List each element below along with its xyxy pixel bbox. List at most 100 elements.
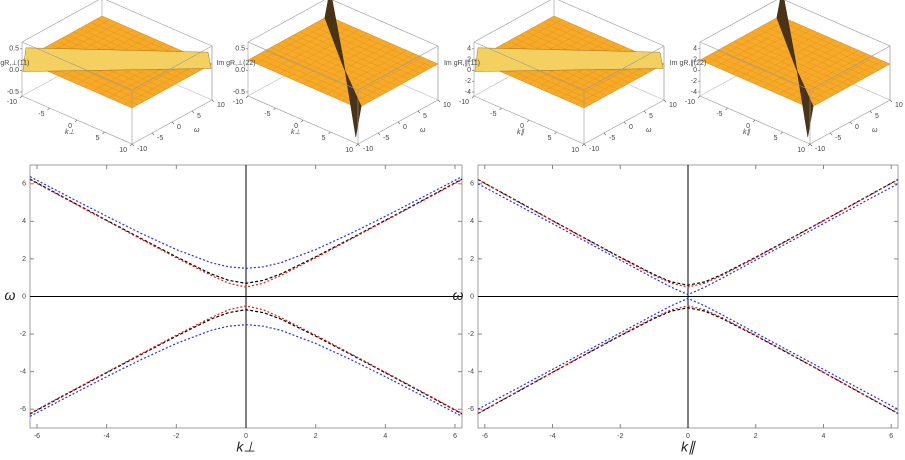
x-tick-label: -6 (34, 433, 40, 440)
x-tick-label: 6 (889, 433, 893, 440)
y-tick-label: -5 (609, 135, 615, 142)
x-axis-label: k∥ (743, 128, 751, 136)
box-edge (21, 0, 99, 43)
z-tick-label: 4 (467, 46, 471, 53)
mesh-line (334, 53, 415, 98)
box-edge (473, 41, 585, 91)
z-tick-label: -2 (465, 78, 471, 85)
y-tick-label: 5 (649, 113, 653, 120)
y-tick (869, 110, 873, 114)
x-tick (752, 119, 756, 123)
y-tick (809, 143, 813, 147)
x-tick-label: -10 (459, 99, 469, 106)
x-axis-label: k⊥ (291, 129, 301, 136)
y-tick (417, 110, 421, 114)
surface-plot: -10 -5 0 5 10 -10 -5 0 5 10 -0.5 0.0 0.5 k⊥ ω Im gR,⊥(2… (216, 0, 451, 154)
y-tick-label: 5 (875, 113, 879, 120)
z-tick-label: 0 (693, 67, 697, 74)
y-axis-label: ω (872, 127, 878, 134)
y-tick-label: 6 (470, 181, 474, 188)
mesh-line (802, 60, 883, 105)
x-tick-label: 10 (797, 147, 805, 154)
y-tick-label: -2 (468, 331, 474, 338)
y-tick-label: -4 (20, 368, 26, 375)
y-tick-label: -6 (20, 406, 26, 413)
y-tick-label: -4 (468, 368, 474, 375)
y-tick-label: 0 (403, 124, 407, 131)
y-tick (357, 143, 361, 147)
mesh-line (770, 46, 851, 91)
y-tick (171, 121, 175, 125)
z-tick-label: 0 (467, 67, 471, 74)
y-tick (191, 110, 195, 114)
y-tick (131, 143, 135, 147)
y-tick-label: 6 (22, 181, 26, 188)
box-edge (583, 45, 665, 91)
y-tick (377, 132, 381, 136)
x-tick-label: -4 (549, 433, 555, 440)
box-edge (105, 0, 213, 47)
y-tick-label: 0 (470, 293, 474, 300)
y-tick-label: 10 (217, 102, 225, 109)
z-tick-label: 0.0 (9, 67, 19, 74)
series-line (477, 183, 899, 296)
x-tick-label: -10 (7, 99, 17, 106)
surface-plot: -10 -5 0 5 10 -10 -5 0 5 10 -4 -2 0 2 4 k∥ ω Im gR,∥(22) (670, 0, 903, 154)
y-tick-label: -10 (137, 146, 147, 153)
y-tick-label: 2 (22, 256, 26, 263)
x-tick-label: 4 (383, 433, 387, 440)
x-tick-label: 0 (244, 433, 248, 440)
z-tick-label: 0.5 (9, 46, 19, 53)
x-tick-label: 5 (96, 135, 100, 142)
x-tick (355, 143, 359, 147)
y-tick-label: -10 (589, 146, 599, 153)
mesh-line (778, 50, 859, 95)
box-edge (247, 0, 325, 43)
mesh-line (786, 53, 867, 98)
x-tick (300, 119, 304, 123)
x-tick (19, 95, 23, 99)
y-tick-label: 10 (443, 102, 451, 109)
series-line (29, 305, 463, 414)
x-tick (273, 107, 276, 111)
x-tick-label: 5 (548, 135, 552, 142)
series-line (477, 179, 899, 288)
box-edge (473, 0, 551, 43)
x-tick-label: -6 (482, 433, 488, 440)
y-tick-label: 5 (197, 113, 201, 120)
line-plot: -6 -4 -2 0 2 4 6 -6 -4 -2 0 2 4 6 k⊥ ω (5, 164, 463, 455)
y-tick-label: -2 (20, 331, 26, 338)
x-tick (554, 131, 557, 135)
z-axis-label: Im gR,∥(22) (670, 59, 707, 67)
ridge (324, 0, 362, 138)
series-line (29, 179, 463, 288)
y-tick (889, 99, 893, 103)
mesh-line (350, 60, 431, 105)
y-tick (849, 121, 853, 125)
x-tick (581, 143, 585, 147)
y-tick-label: -10 (363, 146, 373, 153)
y-axis-label: ω (5, 287, 16, 303)
mesh-line (310, 43, 391, 88)
y-tick (603, 132, 607, 136)
x-tick (780, 131, 783, 135)
box-edge (131, 45, 213, 91)
y-tick (663, 99, 667, 103)
z-tick-label: 2 (467, 56, 471, 63)
y-tick (583, 143, 587, 147)
y-tick-label: -5 (835, 135, 841, 142)
y-tick-label: 0 (22, 293, 26, 300)
y-tick (829, 132, 833, 136)
line-plot: -6 -4 -2 0 2 4 6 -6 -4 -2 0 2 4 6 k∥ ω (453, 164, 899, 455)
y-axis-label: ω (420, 127, 426, 134)
series-line (477, 305, 899, 414)
x-tick-label: 5 (774, 135, 778, 142)
x-axis-label: k⊥ (236, 439, 255, 455)
y-tick-label: -5 (157, 135, 163, 142)
z-axis-label: Im gR,∥(11) (444, 59, 480, 67)
x-tick (697, 95, 701, 99)
y-tick-label: 4 (22, 218, 26, 225)
x-tick-label: 10 (571, 147, 579, 154)
y-tick-label: 2 (470, 256, 474, 263)
box-edge (699, 0, 777, 43)
